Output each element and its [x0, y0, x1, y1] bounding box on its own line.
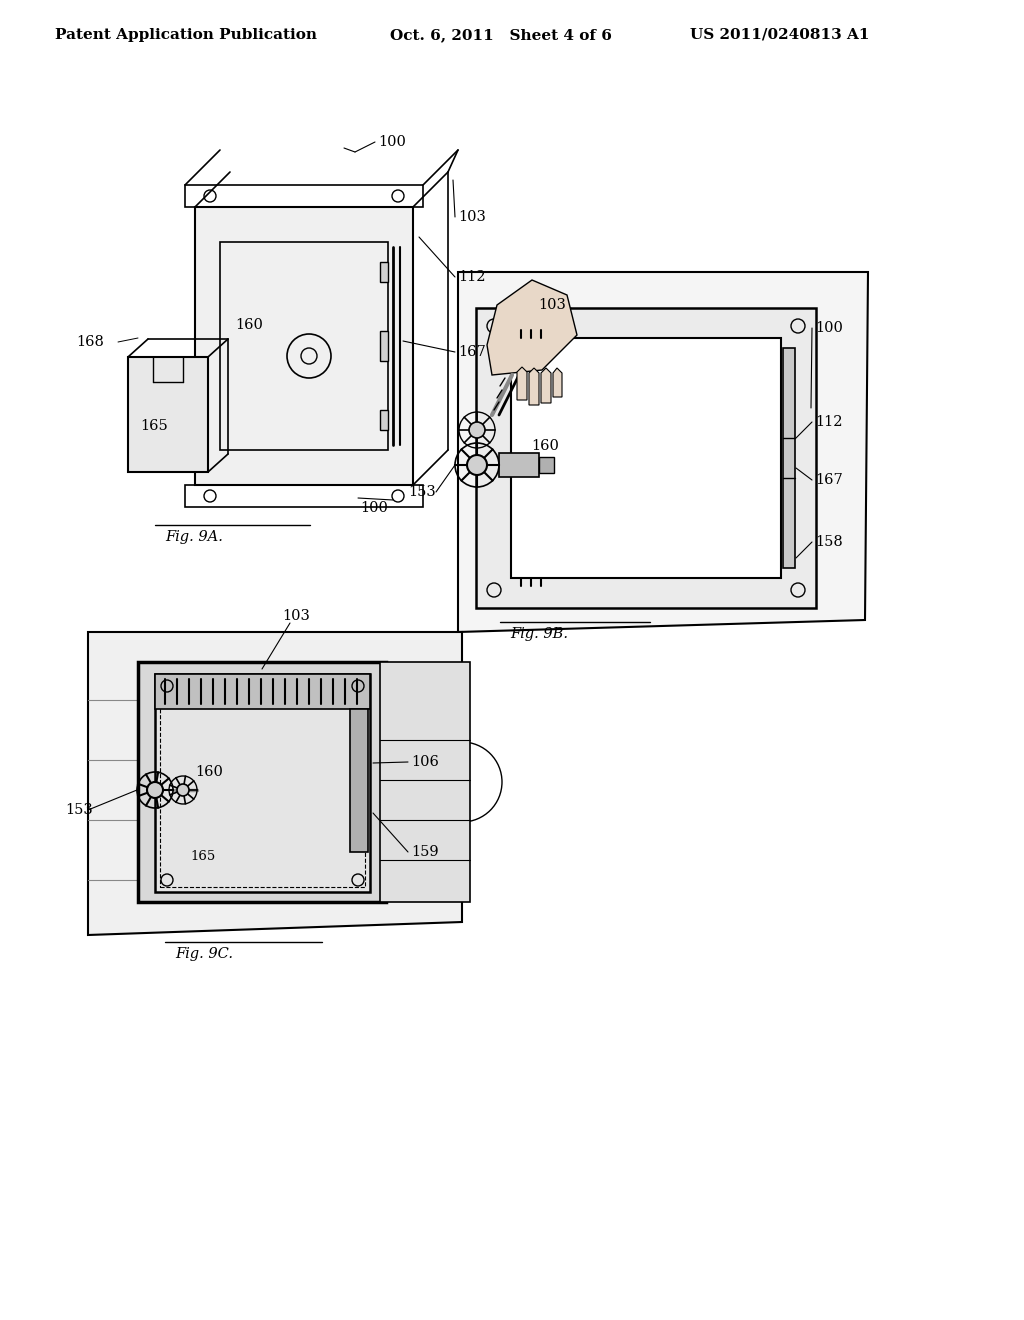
- Circle shape: [147, 781, 163, 799]
- Text: 160: 160: [531, 440, 559, 453]
- Bar: [350, 709, 368, 851]
- Circle shape: [177, 784, 189, 796]
- Bar: [160, 678, 365, 887]
- Polygon shape: [541, 368, 551, 403]
- Text: 100: 100: [815, 321, 843, 335]
- Bar: [380, 663, 470, 902]
- Polygon shape: [487, 280, 577, 375]
- Bar: [220, 242, 388, 450]
- Circle shape: [469, 422, 485, 438]
- Text: 103: 103: [282, 609, 310, 623]
- Text: 160: 160: [234, 318, 263, 333]
- Text: 153: 153: [408, 484, 436, 499]
- Bar: [380, 261, 388, 282]
- Polygon shape: [88, 632, 462, 935]
- Bar: [138, 663, 386, 902]
- Text: 159: 159: [411, 845, 438, 859]
- Text: 112: 112: [815, 414, 843, 429]
- Bar: [539, 457, 554, 473]
- Bar: [380, 411, 388, 430]
- Polygon shape: [553, 368, 562, 397]
- Bar: [185, 185, 423, 207]
- Text: 167: 167: [458, 345, 485, 359]
- Text: Fig. 9B.: Fig. 9B.: [510, 627, 568, 642]
- Circle shape: [467, 455, 487, 475]
- Text: Fig. 9A.: Fig. 9A.: [165, 531, 223, 544]
- Text: 160: 160: [195, 766, 223, 779]
- Text: 112: 112: [458, 271, 485, 284]
- Bar: [195, 207, 413, 484]
- Bar: [380, 331, 388, 360]
- Polygon shape: [529, 368, 539, 405]
- Bar: [511, 338, 781, 578]
- Text: Patent Application Publication: Patent Application Publication: [55, 28, 317, 42]
- Text: 106: 106: [411, 755, 439, 770]
- Bar: [476, 308, 816, 609]
- Bar: [128, 356, 208, 473]
- Text: 168: 168: [76, 335, 103, 348]
- Text: 153: 153: [65, 803, 93, 817]
- Polygon shape: [517, 367, 527, 400]
- Text: 167: 167: [815, 473, 843, 487]
- Text: Oct. 6, 2011   Sheet 4 of 6: Oct. 6, 2011 Sheet 4 of 6: [390, 28, 612, 42]
- Bar: [155, 675, 370, 709]
- Bar: [185, 484, 423, 507]
- Text: Fig. 9C.: Fig. 9C.: [175, 946, 233, 961]
- Text: 103: 103: [538, 298, 566, 312]
- Text: 100: 100: [360, 502, 388, 515]
- Polygon shape: [458, 272, 868, 632]
- Text: US 2011/0240813 A1: US 2011/0240813 A1: [690, 28, 869, 42]
- Text: 165: 165: [190, 850, 215, 863]
- Text: 103: 103: [458, 210, 485, 224]
- Text: 158: 158: [815, 535, 843, 549]
- Bar: [499, 453, 539, 477]
- Bar: [783, 348, 795, 568]
- Text: 165: 165: [140, 418, 168, 433]
- Text: 100: 100: [378, 135, 406, 149]
- Bar: [155, 675, 370, 892]
